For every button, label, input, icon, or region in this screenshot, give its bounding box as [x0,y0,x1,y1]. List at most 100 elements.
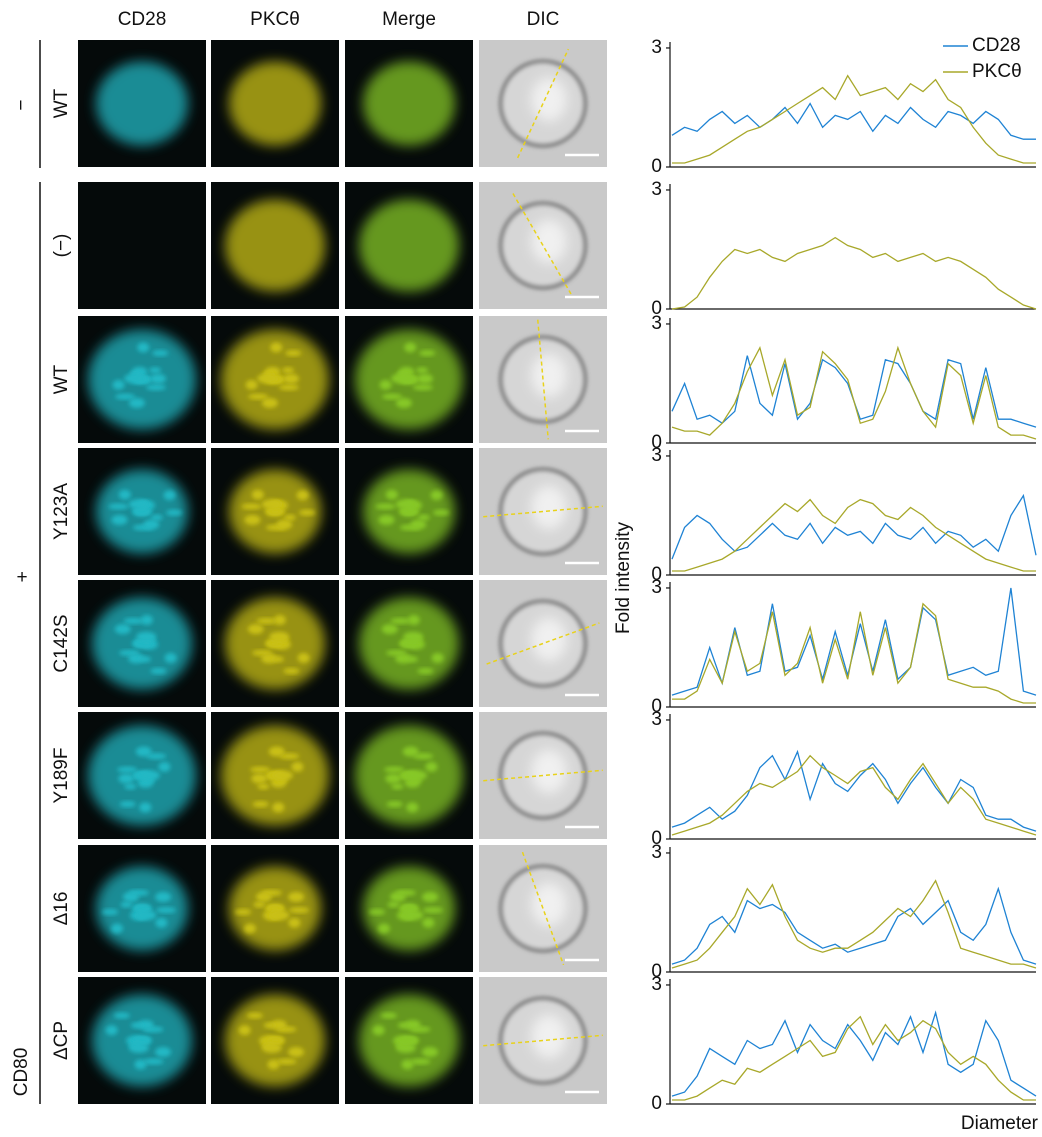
cluster [149,367,161,373]
cluster [387,902,399,908]
dic-highlight [531,618,567,662]
cluster [267,1038,283,1044]
cluster [152,350,168,356]
profile-line-series [672,348,1036,439]
profile-line-series [672,104,1036,140]
cluster [124,618,144,624]
cluster [131,1022,143,1028]
figure: − + CD80 Fold intensity Diameter CD28PKC… [0,0,1042,1137]
cluster [111,923,123,933]
cluster [155,918,167,928]
cluster [291,762,303,772]
y-tick-label: 3 [651,709,662,730]
cluster [422,1047,438,1057]
cluster [112,515,128,525]
cluster [273,770,293,780]
cluster [272,656,284,662]
cluster [113,380,125,390]
cluster [285,350,301,356]
cluster [262,499,282,509]
cluster [378,923,390,933]
cluster [417,668,433,674]
row-label: (−) [51,234,72,258]
cluster [134,509,150,515]
row-label: Y123A [51,483,72,540]
cluster [390,892,406,902]
cluster [276,520,292,530]
profile-line-series [672,238,1036,309]
dic-highlight [531,354,567,398]
cluster [406,802,418,812]
cluster [150,374,166,384]
profile-line-series [672,500,1036,571]
cluster [257,783,269,789]
cell-signal [225,200,325,292]
cluster [151,514,163,520]
cluster [384,767,404,773]
cluster [166,510,182,516]
cell-signal [359,200,459,292]
cluster [288,892,304,902]
ligand-label: CD80 [11,1048,32,1097]
profile-line-series [672,752,1036,831]
cluster [165,653,177,663]
cluster [124,373,144,383]
row-label: WT [51,88,72,118]
cluster [373,1025,385,1035]
cluster [396,1043,416,1053]
cluster [262,1043,282,1053]
y-tick-label: 3 [651,445,662,466]
cluster [123,892,139,902]
micrograph [78,182,206,309]
cluster [257,618,277,624]
row-label: Y189F [51,748,72,804]
cluster [289,907,309,913]
cluster [404,343,416,353]
cluster [146,384,166,390]
dic-highlight [531,750,567,794]
cluster [115,394,135,400]
y-tick-label: 3 [651,577,662,598]
cell-signal [96,62,188,146]
cluster [244,923,256,933]
cell-signal [363,62,455,146]
row-label: WT [51,364,72,394]
cluster [386,490,398,500]
row-label: ΔCP [51,1021,72,1060]
cluster [119,490,131,500]
cluster [253,902,265,908]
cluster [137,343,149,353]
cluster [264,1022,276,1028]
cluster [403,910,423,920]
cluster [150,668,166,674]
profile-line-series [672,76,1036,163]
cluster [297,490,309,500]
cluster [272,802,284,812]
column-header: CD28 [118,9,167,30]
cluster [156,907,176,913]
cluster [418,514,430,520]
cluster [406,656,418,662]
cluster [403,747,419,757]
y-axis-label: Fold intensity [613,522,634,634]
cluster [144,1059,164,1065]
cluster [382,624,398,634]
cluster [136,910,156,920]
dic-highlight [531,1015,567,1059]
cluster [369,909,385,915]
cluster [376,504,396,510]
cluster [398,1022,410,1028]
cluster [139,656,151,662]
cluster [117,767,137,773]
cluster [257,373,277,383]
column-header: Merge [382,9,436,30]
cluster [419,350,435,356]
cluster [422,892,438,902]
cluster [136,632,156,642]
cluster [248,394,268,400]
cluster [411,1059,431,1065]
row-label: C142S [51,614,72,672]
cluster [269,910,289,920]
cluster [115,624,131,634]
cluster [164,490,176,500]
